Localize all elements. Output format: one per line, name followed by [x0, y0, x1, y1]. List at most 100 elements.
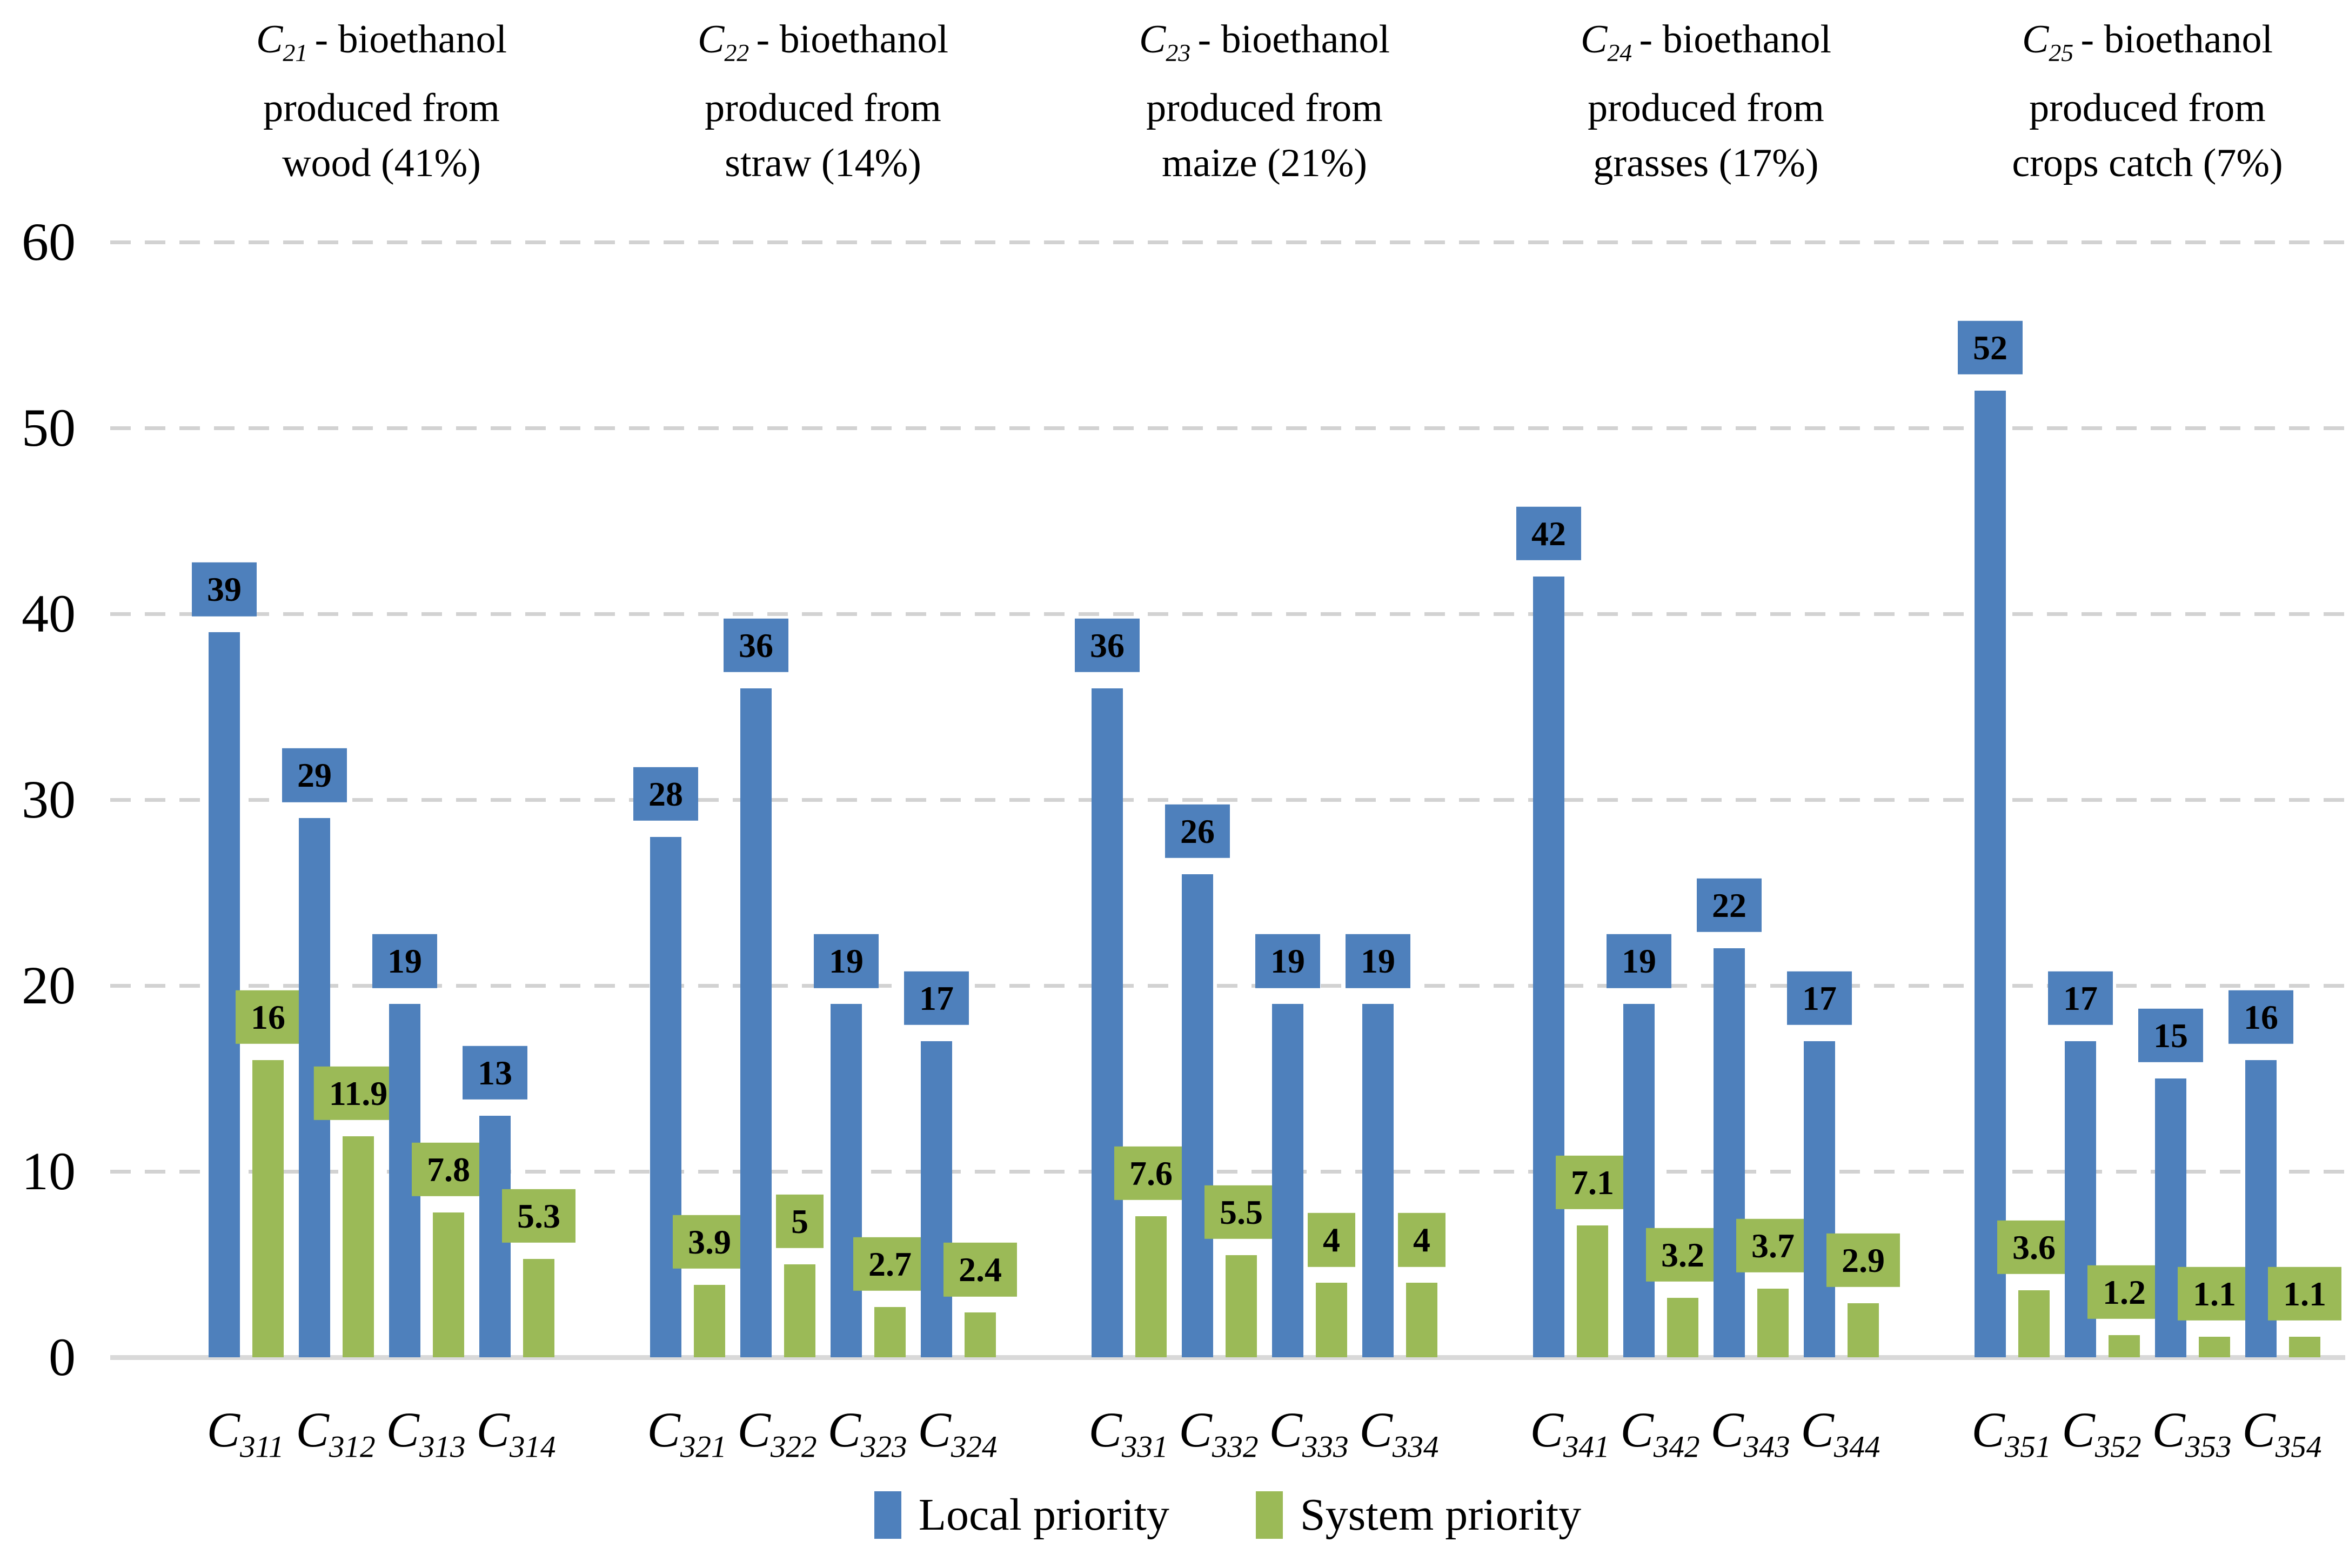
x-axis-label: C311: [207, 1402, 284, 1464]
group-title-symbol: C: [2022, 17, 2049, 62]
bar-system: [1226, 1255, 1257, 1357]
bar-label-system: 3.2: [1646, 1228, 1719, 1282]
group-title: C23- bioethanol produced from maize (21%): [1038, 12, 1491, 191]
x-axis-label-symbol: C: [2152, 1402, 2185, 1457]
x-axis-label-symbol: C: [2062, 1402, 2095, 1457]
x-axis-label-symbol: C: [827, 1402, 861, 1457]
x-axis-label-subscript: 343: [1743, 1430, 1790, 1464]
gridline: [110, 240, 2345, 244]
group-title-text: - bioethanol: [1197, 17, 1390, 62]
bar-label-system: 2.4: [943, 1243, 1017, 1297]
y-axis-tick-label: 50: [22, 398, 76, 458]
x-axis-label-subscript: 313: [419, 1430, 466, 1464]
bar-label-local: 19: [814, 934, 879, 988]
bar-label-system: 4: [1398, 1213, 1445, 1267]
bar-label-system: 3.9: [673, 1215, 746, 1269]
group-title-line3: crops catch (7%): [2012, 140, 2283, 185]
bar-system: [523, 1258, 554, 1357]
bar-label-system: 2.9: [1826, 1234, 1900, 1288]
bar-label-system: 2.7: [853, 1237, 927, 1291]
bar-label-system: 1.1: [2178, 1267, 2251, 1321]
bar-system: [2018, 1290, 2050, 1357]
bar-label-system: 16: [236, 990, 300, 1044]
group-title: C24- bioethanol produced from grasses (17%…: [1479, 12, 1933, 191]
bar-system: [965, 1312, 996, 1357]
group-title: C22- bioethanol produced from straw (14%): [596, 12, 1050, 191]
bar-label-system: 3.7: [1736, 1218, 1810, 1272]
group-title-symbol: C: [256, 17, 283, 62]
x-axis-label: C323: [827, 1402, 907, 1464]
bar-label-local: 19: [1607, 934, 1671, 988]
bar-label-local: 39: [192, 562, 257, 617]
group-title-line3: wood (41%): [282, 140, 481, 185]
bar-system: [343, 1136, 374, 1357]
y-axis-tick-label: 40: [22, 584, 76, 644]
bar-local: [1182, 874, 1213, 1357]
bar-local: [209, 632, 240, 1357]
x-axis-label: C334: [1359, 1402, 1439, 1464]
group-title-subscript: 22: [724, 38, 749, 66]
group-title-text: - bioethanol: [1639, 17, 1832, 62]
legend-label: System priority: [1300, 1490, 1582, 1540]
x-axis-label-subscript: 321: [680, 1430, 727, 1464]
x-axis-label-symbol: C: [918, 1402, 951, 1457]
x-axis-label-symbol: C: [1359, 1402, 1393, 1457]
bar-label-local: 42: [1516, 507, 1581, 561]
x-axis-label-subscript: 353: [2185, 1430, 2232, 1464]
x-axis-label-subscript: 324: [951, 1430, 998, 1464]
gridline: [110, 798, 2345, 802]
group-title-text: - bioethanol: [314, 17, 507, 62]
bar-label-local: 17: [1787, 971, 1852, 1026]
group-title-subscript: 25: [2049, 38, 2074, 66]
bar-system: [1667, 1297, 1698, 1357]
x-axis-label: C343: [1710, 1402, 1790, 1464]
group-title-line3: grasses (17%): [1593, 140, 1819, 185]
x-axis-label-subscript: 352: [2094, 1430, 2141, 1464]
x-axis-label-symbol: C: [1801, 1402, 1834, 1457]
x-axis-label-symbol: C: [1530, 1402, 1563, 1457]
x-axis-label: C351: [1971, 1402, 2051, 1464]
bar-label-local: 13: [463, 1046, 527, 1100]
bar-local: [1975, 391, 2006, 1357]
bar-label-system: 1.2: [2087, 1265, 2161, 1319]
bar-label-local: 36: [1075, 618, 1140, 672]
x-axis-label-subscript: 351: [2004, 1430, 2051, 1464]
x-axis-label-symbol: C: [1971, 1402, 2005, 1457]
bar-system: [1406, 1283, 1437, 1357]
x-axis-label: C352: [2062, 1402, 2141, 1464]
bar-system: [1757, 1288, 1789, 1357]
bar-label-local: 19: [372, 934, 437, 988]
bar-label-system: 5: [776, 1194, 824, 1248]
bar-label-local: 36: [724, 618, 788, 672]
x-axis-label: C313: [386, 1402, 466, 1464]
bar-label-system: 5.5: [1204, 1185, 1278, 1239]
x-axis-label-subscript: 331: [1121, 1430, 1168, 1464]
x-axis-label-symbol: C: [1088, 1402, 1122, 1457]
group-title-text: - bioethanol: [2080, 17, 2273, 62]
group-title-line1: C25- bioethanol: [1920, 12, 2349, 81]
bar-local: [1272, 1004, 1303, 1357]
gridline: [110, 984, 2345, 988]
bar-local: [1092, 688, 1123, 1357]
legend: Local priority System priority: [110, 1490, 2345, 1540]
group-title-line1: C21- bioethanol: [155, 12, 608, 81]
x-axis-label-symbol: C: [386, 1402, 419, 1457]
y-axis-tick-label: 60: [22, 212, 76, 272]
bar-system: [1848, 1303, 1879, 1357]
group-title: C25- bioethanol produced from crops catch …: [1920, 12, 2349, 191]
bar-local: [831, 1004, 862, 1357]
bar-label-local: 19: [1255, 934, 1320, 988]
x-axis-label-symbol: C: [1710, 1402, 1744, 1457]
bar-system: [2199, 1337, 2230, 1357]
x-axis-label: C344: [1801, 1402, 1880, 1464]
x-axis-label: C321: [647, 1402, 727, 1464]
bar-label-system: 1.1: [2268, 1267, 2341, 1321]
bar-label-system: 7.1: [1556, 1155, 1629, 1209]
bar-local: [1714, 948, 1745, 1357]
x-axis-label: C322: [738, 1402, 817, 1464]
y-axis-tick-label: 20: [22, 955, 76, 1015]
gridline: [110, 1170, 2345, 1174]
x-axis-label: C332: [1179, 1402, 1259, 1464]
x-axis-label-subscript: 311: [240, 1430, 284, 1464]
group-title-symbol: C: [1139, 17, 1166, 62]
